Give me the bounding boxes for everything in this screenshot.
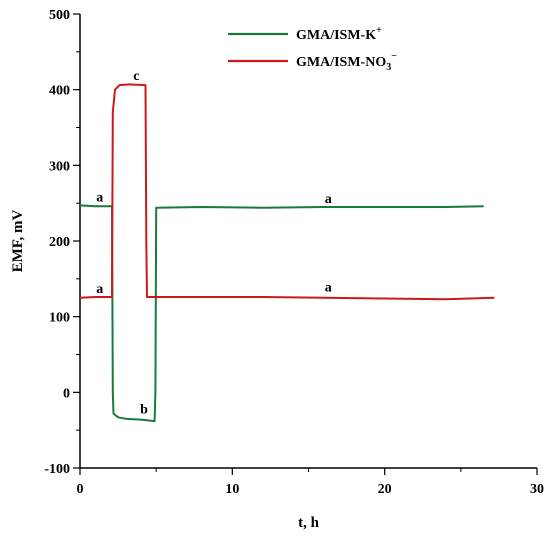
curve-label-b: b xyxy=(140,403,148,418)
y-tick-label: 500 xyxy=(49,8,70,23)
x-tick-label: 0 xyxy=(77,482,84,497)
y-tick-label: 300 xyxy=(49,159,70,174)
x-tick-label: 10 xyxy=(225,482,239,497)
curve-label-a: a xyxy=(325,192,332,207)
x-tick-label: 30 xyxy=(530,482,544,497)
annotations: a a a a b c xyxy=(96,69,332,418)
y-tick-label: 100 xyxy=(49,311,70,326)
y-axis-title: EMF, mV xyxy=(10,209,26,272)
curve-label-a: a xyxy=(96,282,103,297)
x-tick-label: 20 xyxy=(378,482,392,497)
y-tick-label: 400 xyxy=(49,84,70,99)
legend: GMA/ISM-K+ GMA/ISM-NO3− xyxy=(228,25,397,73)
curve-label-c: c xyxy=(133,69,139,84)
curve-label-a: a xyxy=(325,281,332,296)
y-tick-label: -100 xyxy=(44,462,70,477)
legend-label-2: GMA/ISM-NO3− xyxy=(296,51,397,73)
curve-label-a: a xyxy=(96,191,103,206)
series-line-1 xyxy=(79,204,484,423)
y-tick-label: 200 xyxy=(49,235,70,250)
y-tick-label: 0 xyxy=(63,386,70,401)
x-axis-title: t, h xyxy=(298,515,319,531)
ticks: 500 400 300 200 100 0 -100 0 10 20 30 xyxy=(44,8,544,497)
series-line-2 xyxy=(79,83,495,301)
axes xyxy=(79,14,537,469)
legend-label-1: GMA/ISM-K+ xyxy=(296,25,382,43)
series-lines xyxy=(79,83,495,423)
